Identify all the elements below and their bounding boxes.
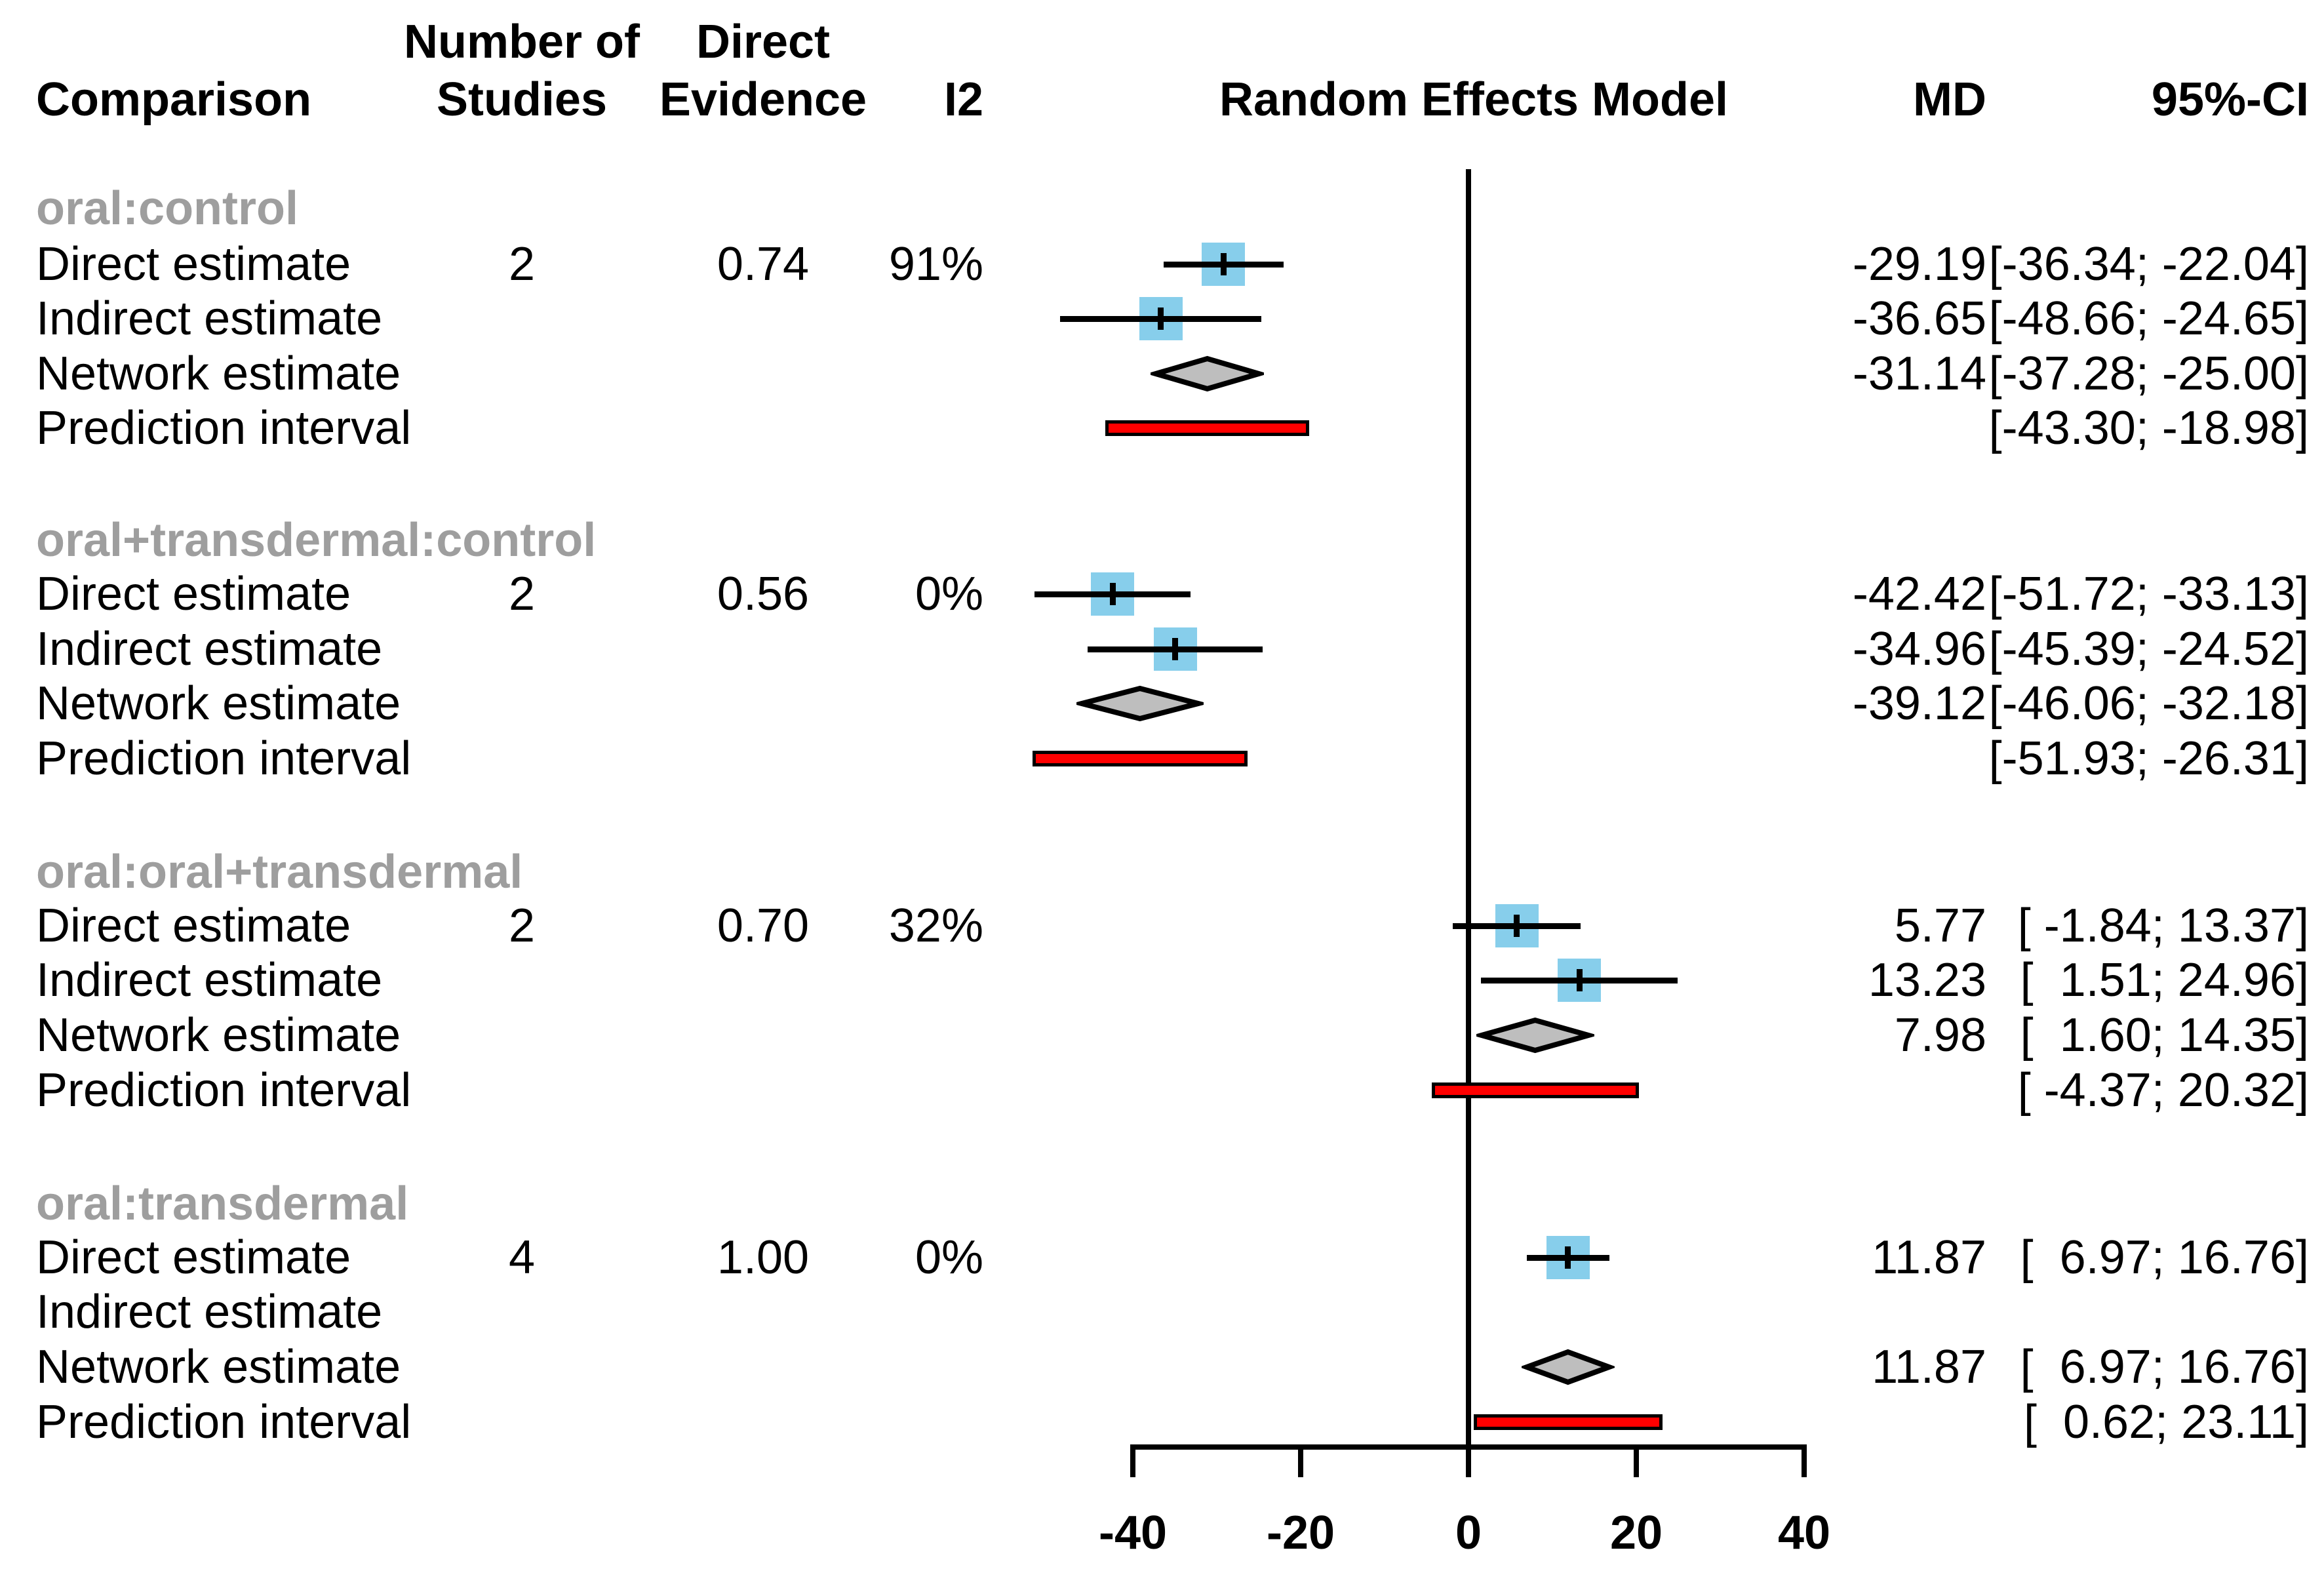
axis-tick-label: 20	[1609, 1507, 1663, 1559]
direct-evidence-value: 0.56	[717, 568, 810, 620]
md-value: -42.42	[1852, 568, 1986, 620]
axis-tick-label: 40	[1777, 1507, 1831, 1559]
row-label: Indirect estimate	[36, 1286, 383, 1338]
point-estimate-tick	[1514, 915, 1520, 937]
point-estimate-tick	[1109, 583, 1116, 605]
i2-value: 32%	[888, 900, 983, 952]
network-estimate-diamond	[1522, 1349, 1615, 1385]
row-label: Prediction interval	[36, 1396, 412, 1448]
direct-evidence-value: 1.00	[717, 1231, 810, 1284]
column-header-evidence: Evidence	[659, 73, 867, 126]
row-label: Prediction interval	[36, 402, 412, 454]
point-estimate-tick	[1172, 638, 1178, 660]
md-value: 13.23	[1868, 954, 1986, 1006]
network-estimate-diamond	[1150, 355, 1264, 392]
md-value: -29.19	[1852, 238, 1986, 290]
network-estimate-diamond	[1076, 685, 1204, 722]
md-value: -34.96	[1852, 623, 1986, 675]
ci-value: [ -4.37; 20.32]	[2017, 1064, 2309, 1117]
column-header-direct: Direct	[696, 16, 831, 68]
axis-tick-label: -20	[1266, 1507, 1335, 1559]
point-estimate-tick	[1158, 308, 1164, 330]
axis-tick-label: -40	[1098, 1507, 1168, 1559]
prediction-interval-bar	[1473, 1414, 1663, 1430]
row-label: Network estimate	[36, 348, 401, 400]
column-header-md: MD	[1913, 73, 1986, 126]
axis-tick-label: 0	[1455, 1507, 1482, 1559]
row-label: Network estimate	[36, 1341, 401, 1393]
md-value: -36.65	[1852, 292, 1986, 345]
axis-tick	[1466, 1447, 1471, 1477]
md-value: -31.14	[1852, 348, 1986, 400]
axis-tick	[1802, 1447, 1807, 1477]
ci-value: [-45.39; -24.52]	[1988, 623, 2309, 675]
i2-value: 91%	[888, 238, 983, 290]
group-label: oral:control	[36, 182, 299, 235]
axis-tick	[1130, 1447, 1135, 1477]
row-label: Prediction interval	[36, 1064, 412, 1117]
row-label: Direct estimate	[36, 568, 351, 620]
ci-value: [ 1.60; 14.35]	[2020, 1009, 2309, 1062]
ci-value: [-43.30; -18.98]	[1988, 402, 2309, 454]
direct-evidence-value: 0.74	[717, 238, 810, 290]
md-value: -39.12	[1852, 677, 1986, 730]
zero-reference-line	[1466, 169, 1471, 1447]
ci-value: [-48.66; -24.65]	[1988, 292, 2309, 345]
row-label: Indirect estimate	[36, 954, 383, 1006]
md-value: 11.87	[1872, 1341, 1986, 1393]
row-label: Indirect estimate	[36, 292, 383, 345]
ci-value: [-51.93; -26.31]	[1988, 732, 2309, 785]
column-header-random-effects-model: Random Effects Model	[1219, 73, 1729, 126]
axis-tick	[1298, 1447, 1303, 1477]
prediction-interval-bar	[1432, 1082, 1640, 1098]
network-estimate-diamond	[1476, 1017, 1594, 1054]
column-header-95-ci: 95%-CI	[2151, 73, 2309, 126]
prediction-interval-bar	[1033, 751, 1248, 766]
ci-value: [-36.34; -22.04]	[1988, 238, 2309, 290]
column-header-studies: Studies	[436, 73, 608, 126]
ci-value: [-37.28; -25.00]	[1988, 348, 2309, 400]
ci-value: [ -1.84; 13.37]	[2017, 900, 2309, 952]
md-value: 7.98	[1894, 1009, 1986, 1062]
point-estimate-tick	[1576, 969, 1583, 991]
group-label: oral+transdermal:control	[36, 514, 597, 566]
ci-value: [ 6.97; 16.76]	[2020, 1341, 2309, 1393]
studies-value: 4	[508, 1231, 536, 1284]
studies-value: 2	[508, 900, 536, 952]
row-label: Network estimate	[36, 677, 401, 730]
i2-value: 0%	[915, 1231, 983, 1284]
point-estimate-tick	[1565, 1246, 1571, 1269]
md-value: 5.77	[1894, 900, 1986, 952]
axis-tick	[1634, 1447, 1639, 1477]
md-value: 11.87	[1872, 1231, 1986, 1284]
row-label: Network estimate	[36, 1009, 401, 1062]
studies-value: 2	[508, 568, 536, 620]
column-header-comparison: Comparison	[36, 73, 312, 126]
point-estimate-tick	[1220, 253, 1227, 275]
column-header-i2: I2	[943, 73, 983, 126]
row-label: Prediction interval	[36, 732, 412, 785]
ci-value: [ 6.97; 16.76]	[2020, 1231, 2309, 1284]
column-header-number-of: Number of	[404, 16, 640, 68]
ci-value: [-46.06; -32.18]	[1988, 677, 2309, 730]
row-label: Direct estimate	[36, 238, 351, 290]
group-label: oral:transdermal	[36, 1178, 409, 1230]
ci-value: [ 0.62; 23.11]	[2024, 1396, 2309, 1448]
ci-value: [ 1.51; 24.96]	[2020, 954, 2309, 1006]
i2-value: 0%	[915, 568, 983, 620]
row-label: Indirect estimate	[36, 623, 383, 675]
direct-evidence-value: 0.70	[717, 900, 810, 952]
row-label: Direct estimate	[36, 1231, 351, 1284]
studies-value: 2	[508, 238, 536, 290]
row-label: Direct estimate	[36, 900, 351, 952]
prediction-interval-bar	[1105, 420, 1310, 436]
group-label: oral:oral+transdermal	[36, 846, 523, 898]
ci-value: [-51.72; -33.13]	[1988, 568, 2309, 620]
